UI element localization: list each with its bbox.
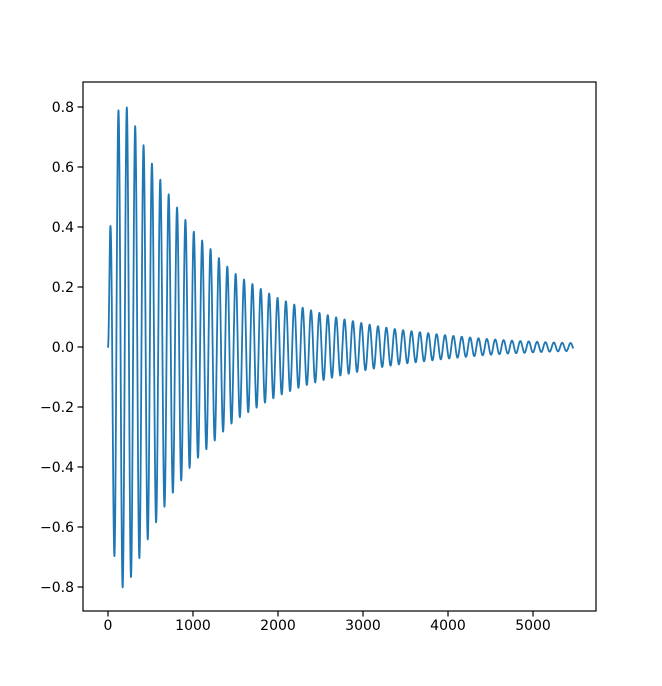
y-tick-label: 0.8 — [52, 100, 74, 116]
x-tick-label: 4000 — [430, 618, 466, 634]
y-axis: −0.8 −0.6 −0.4 −0.2 0.0 0.2 0.4 0.6 0.8 — [40, 100, 83, 596]
y-tick-label: −0.4 — [40, 460, 74, 476]
x-tick-label: 3000 — [345, 618, 381, 634]
x-tick-label: 5000 — [515, 618, 551, 634]
y-tick-label: 0.4 — [52, 220, 74, 236]
y-tick-label: −0.2 — [40, 400, 74, 416]
x-axis: 0 1000 2000 3000 4000 5000 — [104, 611, 551, 634]
x-tick-label: 2000 — [260, 618, 296, 634]
y-tick-label: −0.8 — [40, 580, 74, 596]
y-tick-label: −0.6 — [40, 520, 74, 536]
plot-area — [107, 106, 574, 589]
y-tick-label: 0.6 — [52, 160, 74, 176]
x-tick-label: 1000 — [175, 618, 211, 634]
x-tick-label: 0 — [104, 618, 113, 634]
y-tick-label: 0.0 — [52, 340, 74, 356]
y-tick-label: 0.2 — [52, 280, 74, 296]
series-line-damped-oscillation — [107, 106, 574, 589]
